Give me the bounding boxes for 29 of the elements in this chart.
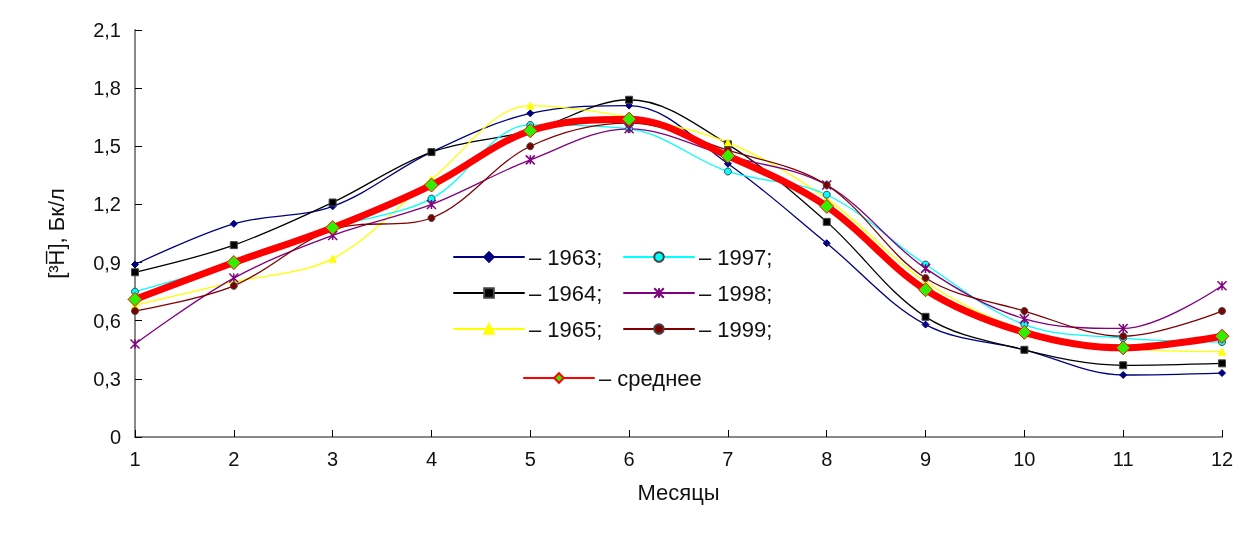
legend-label: – 1998; [699, 280, 773, 306]
x-tick-label: 5 [524, 448, 536, 470]
y-tick-label: 0 [109, 426, 121, 448]
x-tick-label: 7 [722, 448, 734, 470]
x-tick-label: 6 [623, 448, 635, 470]
legend-label: – 1999; [699, 316, 773, 342]
legend-label: – 1963; [529, 244, 603, 270]
x-tick-label: 1 [129, 448, 141, 470]
x-tick-label: 9 [919, 448, 932, 470]
y-tick-label: 0,9 [93, 251, 121, 274]
y-tick-label: 1,2 [93, 193, 121, 216]
x-tick-label: 3 [327, 448, 339, 470]
legend-label: – 1965; [529, 316, 603, 342]
y-axis-title: [³H̅], Бк/л [43, 188, 69, 279]
legend-label: – 1964; [529, 280, 603, 306]
x-tick-label: 4 [425, 448, 438, 470]
y-tick-label: 0,3 [93, 367, 121, 390]
y-tick-label: 0,6 [93, 309, 121, 332]
x-tick-label: 12 [1210, 448, 1234, 470]
y-tick-label: 2,1 [93, 19, 121, 41]
x-tick-label: 2 [228, 448, 240, 470]
legend-label: – среднее [599, 365, 702, 391]
y-tick-label: 1,5 [93, 135, 121, 158]
legend-label: – 1997; [699, 244, 773, 270]
x-tick-label: 8 [821, 448, 833, 470]
x-axis-title: Месяцы [637, 479, 720, 505]
y-tick-label: 1,8 [93, 77, 121, 100]
x-tick-label: 10 [1013, 448, 1036, 470]
x-tick-label: 11 [1112, 448, 1134, 470]
